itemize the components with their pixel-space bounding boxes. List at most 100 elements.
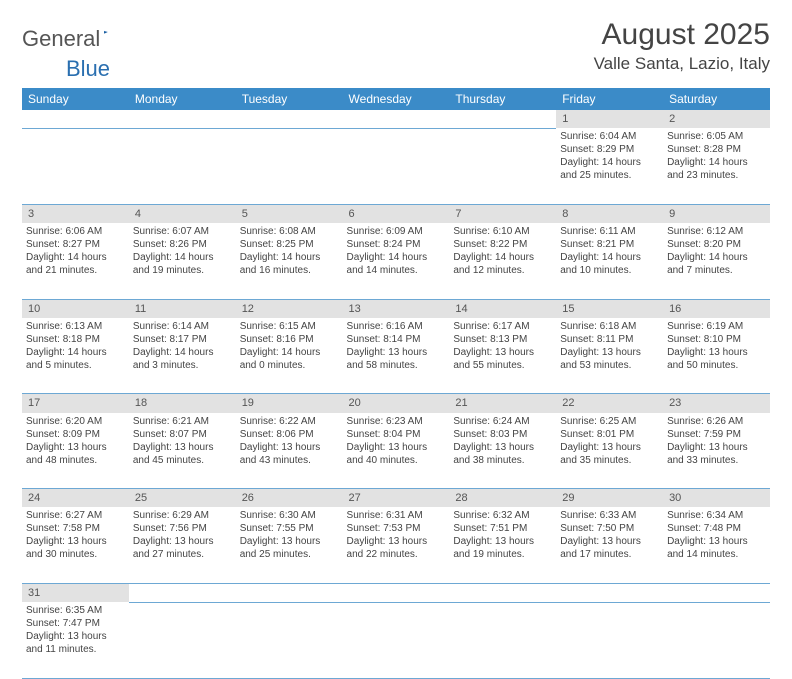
day-number-cell: 20 [343,394,450,413]
day-cell: Sunrise: 6:08 AMSunset: 8:25 PMDaylight:… [236,223,343,299]
daylight-text: Daylight: 14 hours [347,251,446,264]
daylight-text: Daylight: 13 hours [560,346,659,359]
day-number-cell: 17 [22,394,129,413]
day-number-cell [663,583,770,602]
daylight-text: Daylight: 13 hours [133,535,232,548]
daylight-text: Daylight: 14 hours [667,156,766,169]
day-number-cell: 2 [663,110,770,128]
day-number-cell: 15 [556,299,663,318]
daylight-text: and 12 minutes. [453,264,552,277]
week-row: Sunrise: 6:20 AMSunset: 8:09 PMDaylight:… [22,413,770,489]
day-cell [449,128,556,204]
sunset-text: Sunset: 8:01 PM [560,428,659,441]
day-cell: Sunrise: 6:09 AMSunset: 8:24 PMDaylight:… [343,223,450,299]
day-cell: Sunrise: 6:29 AMSunset: 7:56 PMDaylight:… [129,507,236,583]
day-number-cell [236,583,343,602]
daylight-text: Daylight: 13 hours [453,535,552,548]
sunset-text: Sunset: 8:16 PM [240,333,339,346]
daylight-text: and 45 minutes. [133,454,232,467]
day-number-cell: 24 [22,489,129,508]
day-number-row: 3456789 [22,204,770,223]
sunrise-text: Sunrise: 6:34 AM [667,509,766,522]
day-cell: Sunrise: 6:12 AMSunset: 8:20 PMDaylight:… [663,223,770,299]
sunset-text: Sunset: 8:13 PM [453,333,552,346]
day-number-cell: 19 [236,394,343,413]
sunrise-text: Sunrise: 6:12 AM [667,225,766,238]
sunset-text: Sunset: 7:50 PM [560,522,659,535]
daylight-text: and 30 minutes. [26,548,125,561]
day-number-cell: 1 [556,110,663,128]
day-cell: Sunrise: 6:05 AMSunset: 8:28 PMDaylight:… [663,128,770,204]
sunrise-text: Sunrise: 6:27 AM [26,509,125,522]
day-number-cell: 9 [663,204,770,223]
sunset-text: Sunset: 8:20 PM [667,238,766,251]
day-cell: Sunrise: 6:16 AMSunset: 8:14 PMDaylight:… [343,318,450,394]
daylight-text: and 16 minutes. [240,264,339,277]
daylight-text: Daylight: 14 hours [560,251,659,264]
day-cell [22,128,129,204]
day-header: Monday [129,88,236,110]
sunrise-text: Sunrise: 6:35 AM [26,604,125,617]
day-cell: Sunrise: 6:11 AMSunset: 8:21 PMDaylight:… [556,223,663,299]
sunrise-text: Sunrise: 6:16 AM [347,320,446,333]
day-cell [236,128,343,204]
sunset-text: Sunset: 8:07 PM [133,428,232,441]
month-title: August 2025 [594,18,770,52]
daylight-text: and 50 minutes. [667,359,766,372]
sunset-text: Sunset: 8:29 PM [560,143,659,156]
daylight-text: and 25 minutes. [240,548,339,561]
day-cell: Sunrise: 6:18 AMSunset: 8:11 PMDaylight:… [556,318,663,394]
day-number-cell [22,110,129,128]
sunrise-text: Sunrise: 6:17 AM [453,320,552,333]
day-cell: Sunrise: 6:07 AMSunset: 8:26 PMDaylight:… [129,223,236,299]
day-header: Friday [556,88,663,110]
daylight-text: and 23 minutes. [667,169,766,182]
sunset-text: Sunset: 8:22 PM [453,238,552,251]
daylight-text: Daylight: 13 hours [26,535,125,548]
sunset-text: Sunset: 8:04 PM [347,428,446,441]
title-block: August 2025 Valle Santa, Lazio, Italy [594,18,770,74]
day-cell [556,602,663,678]
daylight-text: and 7 minutes. [667,264,766,277]
week-row: Sunrise: 6:13 AMSunset: 8:18 PMDaylight:… [22,318,770,394]
sunrise-text: Sunrise: 6:13 AM [26,320,125,333]
day-cell: Sunrise: 6:30 AMSunset: 7:55 PMDaylight:… [236,507,343,583]
day-cell: Sunrise: 6:24 AMSunset: 8:03 PMDaylight:… [449,413,556,489]
week-row: Sunrise: 6:35 AMSunset: 7:47 PMDaylight:… [22,602,770,678]
daylight-text: and 33 minutes. [667,454,766,467]
day-number-cell: 25 [129,489,236,508]
sunset-text: Sunset: 8:21 PM [560,238,659,251]
sunrise-text: Sunrise: 6:15 AM [240,320,339,333]
sunset-text: Sunset: 8:17 PM [133,333,232,346]
day-number-cell [343,110,450,128]
daylight-text: and 14 minutes. [667,548,766,561]
daylight-text: Daylight: 13 hours [26,441,125,454]
location: Valle Santa, Lazio, Italy [594,54,770,74]
day-number-cell: 12 [236,299,343,318]
daylight-text: Daylight: 13 hours [667,535,766,548]
daylight-text: and 58 minutes. [347,359,446,372]
day-cell [343,602,450,678]
sunrise-text: Sunrise: 6:05 AM [667,130,766,143]
sunset-text: Sunset: 7:47 PM [26,617,125,630]
daylight-text: and 35 minutes. [560,454,659,467]
day-number-cell [129,110,236,128]
daylight-text: Daylight: 13 hours [347,535,446,548]
sunrise-text: Sunrise: 6:29 AM [133,509,232,522]
day-cell: Sunrise: 6:17 AMSunset: 8:13 PMDaylight:… [449,318,556,394]
day-cell: Sunrise: 6:06 AMSunset: 8:27 PMDaylight:… [22,223,129,299]
daylight-text: Daylight: 13 hours [26,630,125,643]
week-row: Sunrise: 6:27 AMSunset: 7:58 PMDaylight:… [22,507,770,583]
daylight-text: and 19 minutes. [453,548,552,561]
day-number-row: 10111213141516 [22,299,770,318]
daylight-text: and 38 minutes. [453,454,552,467]
daylight-text: and 40 minutes. [347,454,446,467]
day-cell: Sunrise: 6:26 AMSunset: 7:59 PMDaylight:… [663,413,770,489]
day-number-cell: 10 [22,299,129,318]
sunset-text: Sunset: 7:48 PM [667,522,766,535]
sunrise-text: Sunrise: 6:26 AM [667,415,766,428]
daylight-text: and 53 minutes. [560,359,659,372]
sunset-text: Sunset: 8:03 PM [453,428,552,441]
daylight-text: Daylight: 14 hours [133,346,232,359]
day-number-cell: 26 [236,489,343,508]
